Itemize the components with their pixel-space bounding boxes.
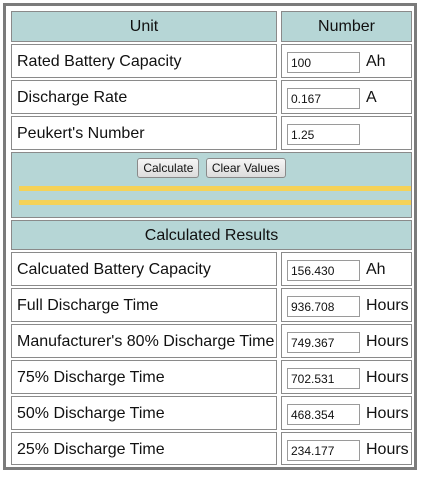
discharge-25-output[interactable]: [287, 440, 360, 461]
result-label-text: Full Discharge Time: [17, 297, 159, 314]
peukert-number-label: Peukert's Number: [11, 116, 277, 150]
clear-values-button[interactable]: Clear Values: [205, 158, 286, 178]
calculated-capacity-output[interactable]: [287, 260, 360, 281]
discharge-50-unit: Hours: [366, 405, 409, 422]
result-cell-75-discharge: Hours: [281, 360, 412, 394]
result-cell-full-discharge: Hours: [281, 288, 412, 322]
discharge-75-output[interactable]: [287, 368, 360, 389]
number-column-header-text: Number: [318, 18, 375, 35]
full-discharge-unit: Hours: [366, 297, 409, 314]
peukert-number-cell: [281, 116, 412, 150]
button-panel: Calculate Clear Values: [11, 152, 412, 218]
full-discharge-output[interactable]: [287, 296, 360, 317]
result-cell-calculated-capacity: Ah: [281, 252, 412, 286]
result-label-50-discharge: 50% Discharge Time: [11, 396, 277, 430]
rated-capacity-label: Rated Battery Capacity: [11, 44, 277, 78]
result-label-text: 75% Discharge Time: [17, 369, 165, 386]
number-column-header: Number: [281, 11, 412, 42]
unit-column-header-text: Unit: [129, 18, 159, 35]
discharge-rate-unit: A: [366, 89, 377, 106]
result-cell-50-discharge: Hours: [281, 396, 412, 430]
result-cell-25-discharge: Hours: [281, 432, 412, 465]
results-header: Calculated Results: [11, 220, 412, 250]
rated-capacity-unit: Ah: [366, 53, 386, 70]
button-row: Calculate Clear Values: [12, 158, 411, 178]
discharge-50-output[interactable]: [287, 404, 360, 425]
result-label-text: 50% Discharge Time: [17, 405, 165, 422]
result-label-80-discharge: Manufacturer's 80% Discharge Time: [11, 324, 277, 358]
discharge-75-unit: Hours: [366, 369, 409, 386]
peukert-number-label-text: Peukert's Number: [17, 125, 145, 142]
result-label-25-discharge: 25% Discharge Time: [11, 432, 277, 465]
result-label-full-discharge: Full Discharge Time: [11, 288, 277, 322]
result-label-75-discharge: 75% Discharge Time: [11, 360, 277, 394]
results-header-text: Calculated Results: [144, 227, 279, 244]
accent-bar-top: [19, 186, 411, 191]
rated-capacity-cell: Ah: [281, 44, 412, 78]
calculated-capacity-unit: Ah: [366, 261, 386, 278]
discharge-80-unit: Hours: [366, 333, 409, 350]
discharge-rate-label-text: Discharge Rate: [17, 89, 128, 106]
accent-bar-bottom: [19, 200, 411, 205]
discharge-rate-cell: A: [281, 80, 412, 114]
peukert-number-input[interactable]: [287, 124, 360, 145]
discharge-80-output[interactable]: [287, 332, 360, 353]
unit-column-header: Unit: [11, 11, 277, 42]
result-label-text: Calcuated Battery Capacity: [17, 261, 211, 278]
peukert-calculator: Unit Number Rated Battery Capacity Ah Di…: [3, 3, 417, 470]
calculate-button[interactable]: Calculate: [137, 158, 200, 178]
result-label-text: Manufacturer's 80% Discharge Time: [17, 333, 275, 350]
discharge-25-unit: Hours: [366, 441, 409, 458]
result-cell-80-discharge: Hours: [281, 324, 412, 358]
rated-capacity-input[interactable]: [287, 52, 360, 73]
rated-capacity-label-text: Rated Battery Capacity: [17, 53, 182, 70]
discharge-rate-label: Discharge Rate: [11, 80, 277, 114]
discharge-rate-input[interactable]: [287, 88, 360, 109]
result-label-calculated-capacity: Calcuated Battery Capacity: [11, 252, 277, 286]
result-label-text: 25% Discharge Time: [17, 441, 165, 458]
